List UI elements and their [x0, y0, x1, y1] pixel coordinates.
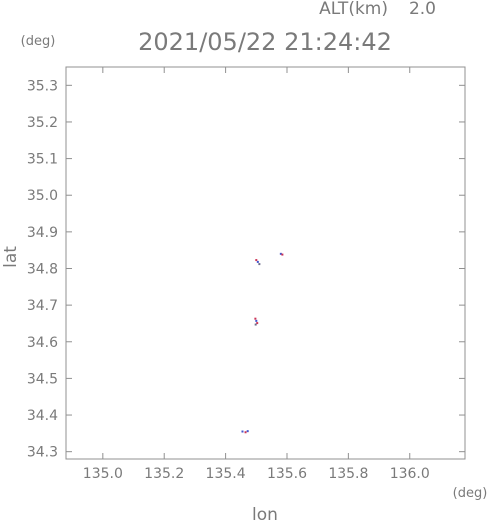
y-tick-label: 35.3 [27, 78, 58, 94]
y-tick-label: 34.9 [27, 225, 58, 241]
data-point [255, 319, 258, 322]
alt-value: 2.0 [409, 0, 436, 19]
data-point [256, 260, 259, 263]
y-axis-label: lat [1, 246, 21, 268]
y-tick-group: 34.3 34.4 34.5 34.6 34.7 34.8 34.9 35.0 35.1 35.2… [27, 78, 465, 461]
x-tick-label: 135.2 [144, 466, 184, 482]
y-tick-label: 34.7 [27, 298, 58, 314]
data-point [258, 263, 261, 266]
y-unit-label: (deg) [21, 34, 56, 49]
data-point [256, 322, 259, 325]
x-axis-label: lon [252, 505, 278, 521]
y-tick-label: 34.5 [27, 371, 58, 387]
data-point [246, 430, 249, 433]
x-tick-label: 135.0 [83, 466, 123, 482]
y-tick-label: 35.0 [27, 188, 58, 204]
y-tick-label: 34.3 [27, 445, 58, 461]
x-unit-label: (deg) [453, 486, 488, 501]
data-point [279, 252, 282, 255]
y-tick-label: 34.6 [27, 335, 58, 351]
y-tick-label: 34.8 [27, 261, 58, 277]
data-point [244, 431, 247, 434]
alt-label: ALT(km) [319, 0, 388, 19]
data-point [281, 253, 284, 256]
x-tick-label: 135.6 [267, 466, 307, 482]
y-tick-label: 35.1 [27, 152, 58, 168]
y-tick-label: 34.4 [27, 408, 58, 424]
data-point [241, 430, 244, 433]
data-point-group [241, 252, 284, 434]
data-point [254, 323, 257, 326]
plot-frame [65, 66, 466, 460]
chart-title: 2021/05/22 21:24:42 [138, 28, 392, 56]
x-tick-label: 135.4 [206, 466, 246, 482]
data-point [255, 259, 258, 262]
x-tick-label: 135.8 [328, 466, 368, 482]
x-tick-group: 135.0 135.2 135.4 135.6 135.8 136.0 [83, 67, 430, 482]
y-tick-label: 35.2 [27, 115, 58, 131]
data-point [254, 317, 257, 320]
x-tick-label: 136.0 [390, 466, 430, 482]
